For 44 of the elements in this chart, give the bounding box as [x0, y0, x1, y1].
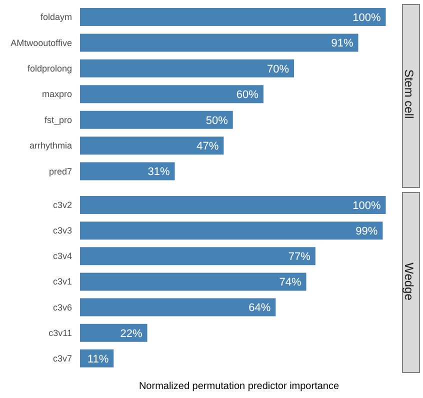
bar [80, 222, 383, 240]
y2-axis-title: Wedge [402, 262, 416, 301]
data-label: 47% [196, 140, 219, 152]
bar [80, 247, 316, 266]
y-tick-label: c3v3 [52, 226, 72, 236]
y-tick-label: pred7 [48, 166, 72, 176]
y-tick-label: foldaym [40, 12, 72, 22]
y-tick-label: maxpro [42, 89, 72, 100]
y-tick-label: c3v2 [52, 200, 72, 210]
data-label: 50% [206, 114, 228, 127]
bar [80, 324, 148, 342]
data-label: 100% [352, 200, 381, 212]
y-tick-label: c3v1 [52, 276, 72, 287]
y-tick-label: fst_pro [44, 114, 72, 125]
bar [80, 34, 358, 52]
y-tick-label: AMtwooutoffive [10, 38, 72, 48]
data-label: 64% [248, 302, 271, 314]
data-label: 77% [288, 251, 311, 264]
bar [80, 110, 233, 129]
y-tick-label: c3v4 [52, 251, 72, 262]
bar [80, 272, 306, 291]
data-label: 60% [236, 89, 259, 102]
y-tick-label: c3v6 [52, 302, 72, 312]
bar [80, 85, 264, 104]
data-label: 11% [87, 353, 109, 366]
y2-axis-title: Stem cell [402, 69, 416, 119]
y-tick-label: foldprolong [27, 63, 72, 74]
bar [80, 136, 224, 155]
y-tick-label: c3v11 [48, 328, 72, 338]
bar [80, 8, 386, 26]
data-label: 31% [148, 166, 170, 178]
x-axis-title: Normalized permutation predictor importance [138, 381, 340, 392]
data-label: 100% [352, 12, 381, 24]
y-tick-label: c3v7 [52, 353, 72, 364]
data-label: 74% [279, 276, 302, 289]
bar [80, 196, 386, 214]
data-label: 99% [356, 225, 378, 238]
bar [80, 298, 276, 316]
bar [80, 162, 175, 180]
data-label: 91% [331, 38, 354, 50]
data-label: 22% [120, 328, 142, 340]
data-label: 70% [267, 63, 290, 76]
y-tick-label: arrhythmia [29, 140, 72, 151]
bar [80, 59, 294, 78]
